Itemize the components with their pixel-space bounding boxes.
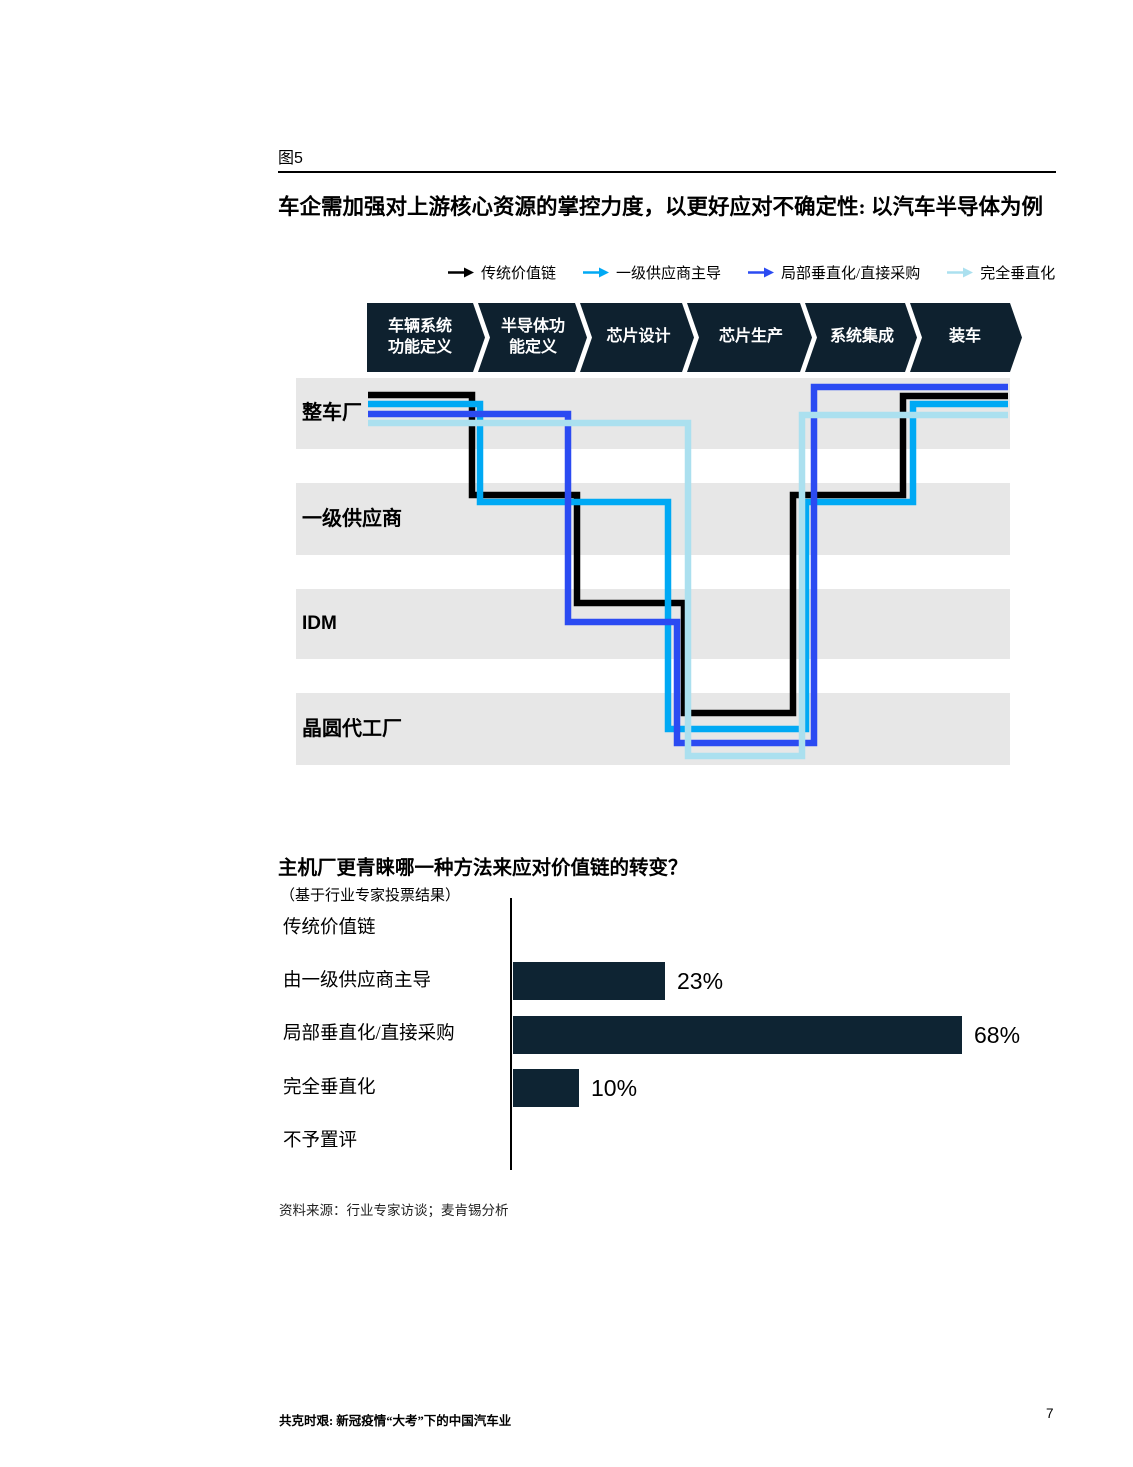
bar-value-label: 23% <box>677 968 724 994</box>
legend-label: 局部垂直化/直接采购 <box>781 266 921 282</box>
legend-item: 完全垂直化 <box>947 262 1055 283</box>
bar-full-vertical <box>513 1069 579 1107</box>
flow-line-traditional <box>368 391 1008 717</box>
arrow-icon <box>947 267 974 278</box>
row-label-tier1: 一级供应商 <box>302 508 402 530</box>
arrow-icon <box>583 267 610 278</box>
stage-label-chip-design: 芯片设计 <box>606 328 671 346</box>
footer-report-title: 共克时艰: 新冠疫情“大考”下的中国汽车业 <box>279 1414 512 1428</box>
legend-item: 传统价值链 <box>448 262 556 283</box>
chart-subtitle: （基于行业专家投票结果） <box>280 888 461 904</box>
legend-label: 一级供应商主导 <box>616 266 722 282</box>
legend: 传统价值链 一级供应商主导 局部垂直化/直接采购 完全垂直化 <box>448 262 1055 283</box>
category-label: 局部垂直化/直接采购 <box>283 1024 455 1044</box>
arrow-icon <box>448 267 474 278</box>
legend-item: 局部垂直化/直接采购 <box>748 262 920 283</box>
legend-label: 完全垂直化 <box>980 266 1056 282</box>
figure-label: 图5 <box>278 150 303 167</box>
stage-label-chip-production: 芯片生产 <box>718 328 783 346</box>
stage-label-semiconductor-function: 半导体功 能定义 <box>500 317 565 356</box>
arrow-icon <box>748 267 775 278</box>
stage-chevron <box>478 303 587 372</box>
flow-line-tier1-led <box>368 400 1008 733</box>
stage-chevron <box>580 303 694 372</box>
stage-label-vehicle-assembly: 装车 <box>948 328 981 346</box>
row-label-oem: 整车厂 <box>302 402 362 424</box>
legend-label: 传统价值链 <box>481 266 557 282</box>
bar-value-label: 68% <box>974 1022 1021 1048</box>
page-number: 7 <box>1046 1406 1054 1421</box>
stage-chevron <box>910 303 1022 372</box>
stage-chevron <box>805 303 917 372</box>
row-band-foundry <box>296 693 1010 765</box>
bar-value-label: 10% <box>591 1075 638 1101</box>
bar-tier1-led <box>513 962 665 1000</box>
exhibit-title: 车企需加强对上游核心资源的掌控力度，以更好应对不确定性: 以汽车半导体为例 <box>278 195 1044 219</box>
bar-partial-vertical <box>513 1016 962 1054</box>
category-label: 由一级供应商主导 <box>283 971 432 991</box>
stage-label-vehicle-system: 车辆系统 功能定义 <box>387 317 452 356</box>
divider-line <box>278 171 1056 173</box>
legend-item: 一级供应商主导 <box>583 262 721 283</box>
row-label-idm: IDM <box>302 613 337 634</box>
category-label: 完全垂直化 <box>283 1078 376 1098</box>
stage-label-system-integration: 系统集成 <box>829 328 894 346</box>
category-label: 不予置评 <box>283 1131 358 1151</box>
stage-chevron <box>687 303 812 372</box>
flow-line-partial-vertical <box>368 383 1008 747</box>
source-note: 资料来源：行业专家访谈；麦肯锡分析 <box>279 1203 509 1218</box>
category-label: 传统价值链 <box>283 918 376 938</box>
chart-axis <box>510 898 512 1170</box>
flow-line-full-vertical <box>368 411 1008 760</box>
row-label-foundry: 晶圆代工厂 <box>302 718 402 740</box>
value-chain-diagram <box>296 303 1022 765</box>
chart-title: 主机厂更青睐哪一种方法来应对价值链的转变？ <box>278 858 688 879</box>
stage-chevron <box>367 303 485 372</box>
